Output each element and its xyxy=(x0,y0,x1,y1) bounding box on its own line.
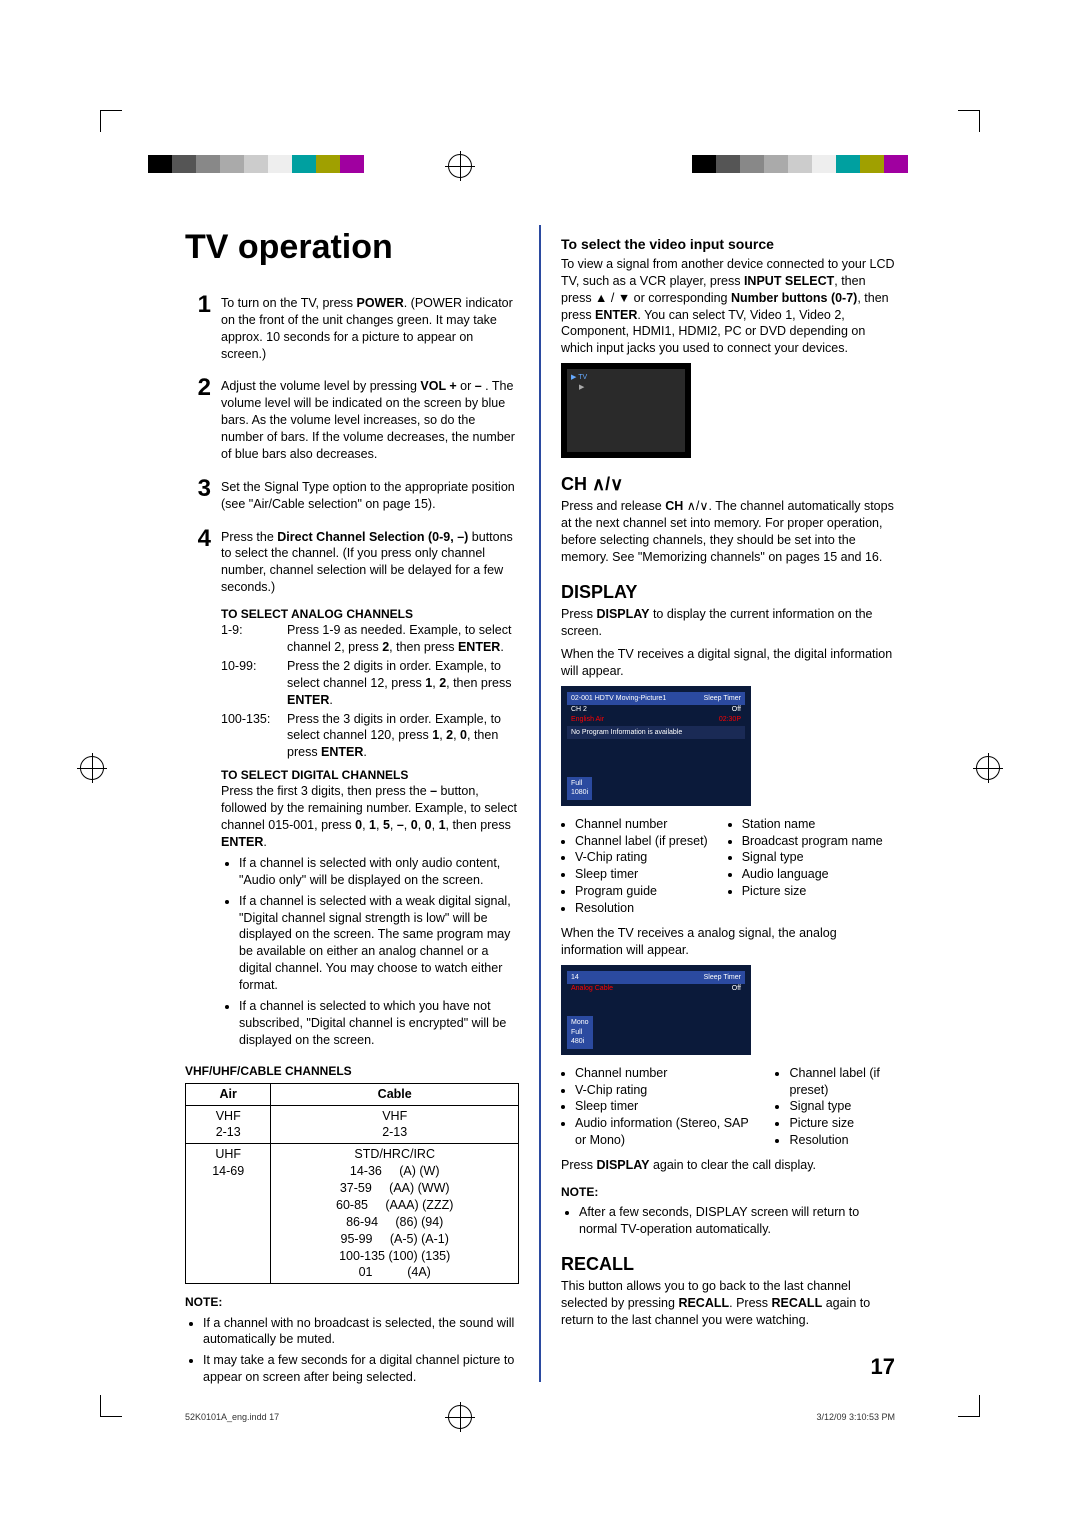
step-number: 4 xyxy=(185,523,211,597)
digital-heading: TO SELECT DIGITAL CHANNELS xyxy=(221,767,519,783)
ch-body: Press and release CH ∧/∨. The channel au… xyxy=(561,498,895,566)
note2-list: After a few seconds, DISPLAY screen will… xyxy=(561,1204,895,1238)
tv-input-screenshot: ▶ TV ▶ xyxy=(561,363,691,458)
step: 4Press the Direct Channel Selection (0-9… xyxy=(185,523,519,597)
digital-info-bullets: Channel numberChannel label (if preset)V… xyxy=(561,816,895,917)
vhf-heading: VHF/UHF/CABLE CHANNELS xyxy=(185,1063,519,1079)
note1-list: If a channel with no broadcast is select… xyxy=(185,1315,519,1387)
registration-mark xyxy=(976,756,1000,780)
footer: 52K0101A_eng.indd 17 3/12/09 3:10:53 PM xyxy=(185,1412,895,1422)
display-heading: DISPLAY xyxy=(561,580,895,604)
registration-mark xyxy=(80,756,104,780)
step-body: Press the Direct Channel Selection (0-9,… xyxy=(221,523,519,597)
color-bar xyxy=(148,155,388,173)
crop-mark xyxy=(100,110,122,132)
page-number: 17 xyxy=(871,1352,895,1382)
step-number: 1 xyxy=(185,289,211,363)
digital-body: Press the first 3 digits, then press the… xyxy=(221,783,519,851)
crop-mark xyxy=(958,110,980,132)
page-title: TV operation xyxy=(185,225,519,271)
step-body: Adjust the volume level by pressing VOL … xyxy=(221,372,519,462)
column-divider xyxy=(539,225,541,1382)
right-column: To select the video input source To view… xyxy=(561,225,895,1382)
crop-mark xyxy=(100,1395,122,1417)
display-p4: Press DISPLAY again to clear the call di… xyxy=(561,1157,895,1174)
digital-bullets: If a channel is selected with only audio… xyxy=(221,855,519,1049)
analog-heading: TO SELECT ANALOG CHANNELS xyxy=(221,606,519,622)
step-body: Set the Signal Type option to the approp… xyxy=(221,473,519,513)
tv-digital-screenshot: 02-001 HDTV Moving-Picture1Sleep Timer C… xyxy=(561,686,751,806)
footer-left: 52K0101A_eng.indd 17 xyxy=(185,1412,279,1422)
footer-right: 3/12/09 3:10:53 PM xyxy=(816,1412,895,1422)
display-p3: When the TV receives a analog signal, th… xyxy=(561,925,895,959)
step-body: To turn on the TV, press POWER. (POWER i… xyxy=(221,289,519,363)
recall-heading: RECALL xyxy=(561,1252,895,1276)
recall-body: This button allows you to go back to the… xyxy=(561,1278,895,1329)
page-content: TV operation 1To turn on the TV, press P… xyxy=(185,225,895,1382)
crop-mark xyxy=(958,1395,980,1417)
color-bar xyxy=(692,155,932,173)
step-number: 2 xyxy=(185,372,211,462)
ch-heading: CH ∧/∨ xyxy=(561,472,895,496)
note-heading: NOTE: xyxy=(185,1294,519,1310)
left-column: TV operation 1To turn on the TV, press P… xyxy=(185,225,519,1382)
input-source-body: To view a signal from another device con… xyxy=(561,256,895,357)
display-p2: When the TV receives a digital signal, t… xyxy=(561,646,895,680)
step: 3Set the Signal Type option to the appro… xyxy=(185,473,519,513)
input-source-heading: To select the video input source xyxy=(561,235,895,254)
step: 1To turn on the TV, press POWER. (POWER … xyxy=(185,289,519,363)
analog-info-bullets: Channel numberV-Chip ratingSleep timerAu… xyxy=(561,1065,895,1149)
step-number: 3 xyxy=(185,473,211,513)
tv-analog-screenshot: 14Sleep Timer Analog CableOff MonoFull48… xyxy=(561,965,751,1055)
display-p1: Press DISPLAY to display the current inf… xyxy=(561,606,895,640)
step: 2Adjust the volume level by pressing VOL… xyxy=(185,372,519,462)
analog-defs: 1-9:Press 1-9 as needed. Example, to sel… xyxy=(221,622,519,761)
channel-table: AirCableVHF2-13VHF2-13UHF14-69STD/HRC/IR… xyxy=(185,1083,519,1285)
registration-mark xyxy=(448,154,472,178)
note2-heading: NOTE: xyxy=(561,1184,895,1200)
